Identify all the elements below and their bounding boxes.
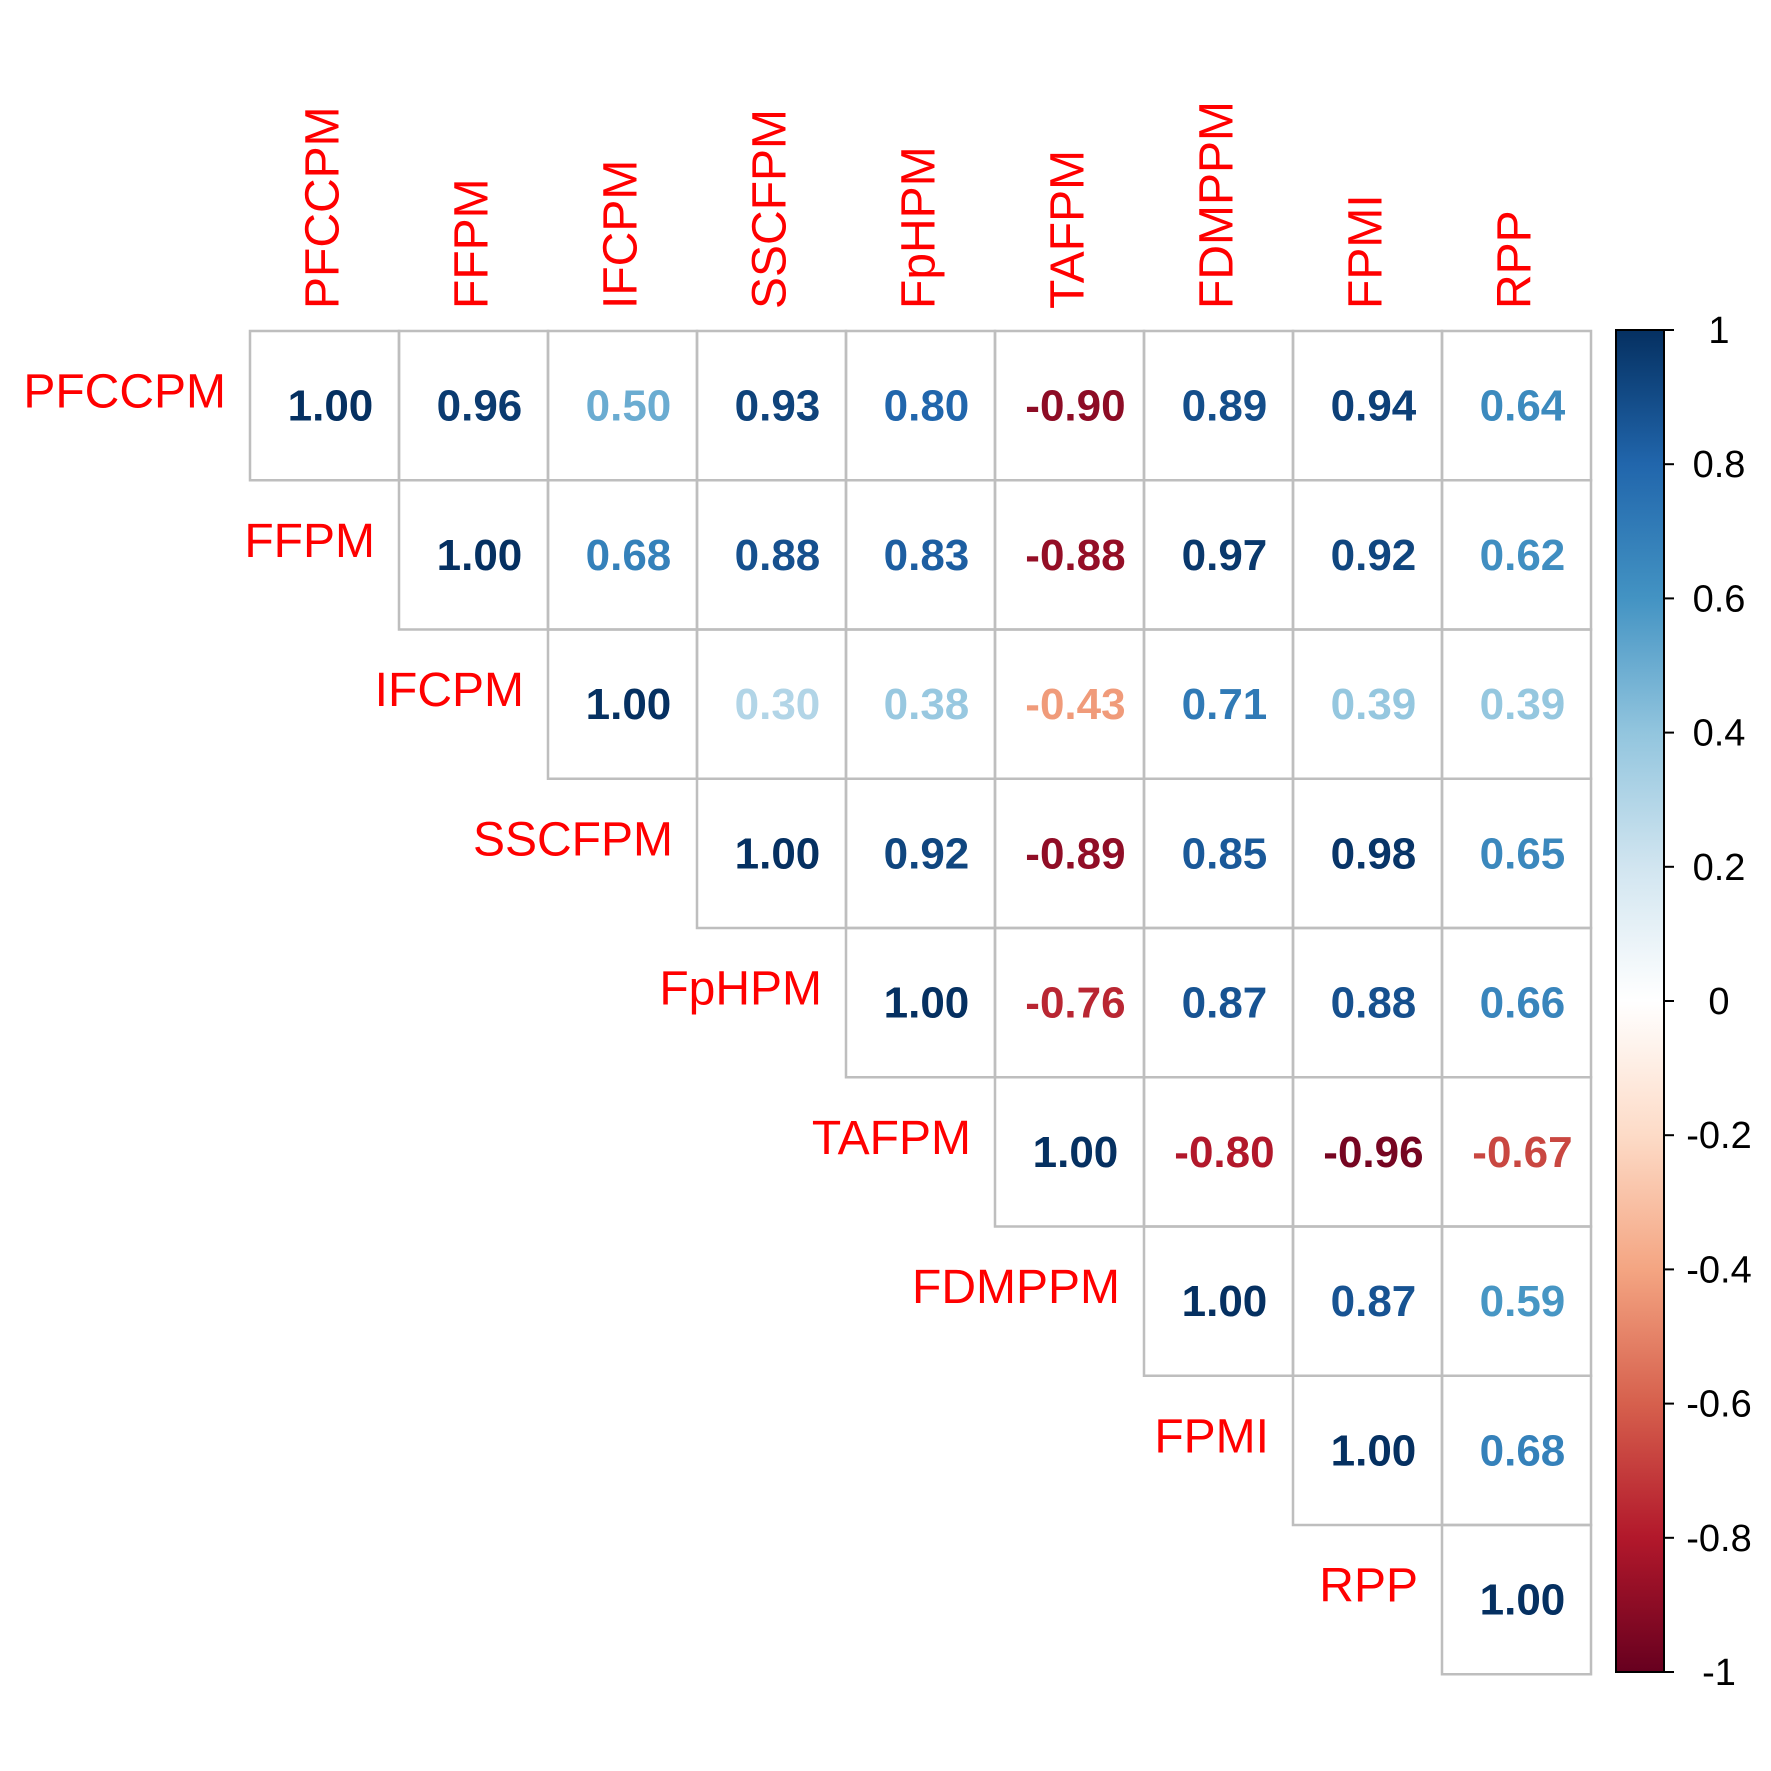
- colorbar-tick-label: 0.8: [1693, 444, 1746, 486]
- cell-value: -0.67: [1472, 1128, 1572, 1177]
- cell-value: 1.00: [1033, 1128, 1119, 1177]
- cell-value: 0.93: [735, 382, 821, 431]
- cell-value: 0.92: [884, 829, 970, 878]
- cell-value: 0.71: [1182, 680, 1268, 729]
- column-label-rpp: RPP: [1489, 210, 1542, 309]
- column-label-sscfpm: SSCFPM: [744, 109, 797, 309]
- cell-value: -0.88: [1025, 531, 1125, 580]
- cell-value: 1.00: [586, 680, 672, 729]
- cell-value: -0.76: [1025, 979, 1125, 1028]
- colorbar-tick-label: -0.2: [1686, 1115, 1751, 1157]
- colorbar-tick-label: 0.6: [1693, 578, 1746, 620]
- cell-value: 0.68: [1480, 1426, 1566, 1475]
- cell-value: -0.80: [1174, 1128, 1274, 1177]
- cell-value: -0.96: [1323, 1128, 1423, 1177]
- cell-value: 1.00: [1331, 1426, 1417, 1475]
- row-label-tafpm: TAFPM: [812, 1112, 971, 1165]
- cell-value: 0.59: [1480, 1277, 1566, 1326]
- colorbar-tick-label: 0.4: [1693, 713, 1746, 755]
- cell-value: 0.50: [586, 382, 672, 431]
- cell-value: 0.98: [1331, 829, 1417, 878]
- column-labels: PFCCPM FFPM IFCPM SSCFPM FpHPM TAFPM FDMPPM FPM…: [297, 101, 1542, 309]
- row-labels: PFCCPM FFPM IFCPM SSCFPM FpHPM TAFPM FDMPPM FPM…: [23, 366, 1418, 1613]
- column-label-tafpm: TAFPM: [1042, 150, 1095, 309]
- cell-value: 0.68: [586, 531, 672, 580]
- cell-value: 0.38: [884, 680, 970, 729]
- cell-value: 0.39: [1480, 680, 1566, 729]
- cell-value: 0.62: [1480, 531, 1566, 580]
- colorbar-tick-label: -0.8: [1686, 1518, 1751, 1560]
- colorbar-tick-label: -0.4: [1686, 1249, 1751, 1291]
- column-label-pfccpm: PFCCPM: [297, 106, 350, 309]
- cell-value: 1.00: [884, 979, 970, 1028]
- row-label-ifcpm: IFCPM: [375, 664, 524, 717]
- colorbar-tick-label: 1: [1708, 310, 1729, 352]
- colorbar-tick-label: 0.2: [1693, 847, 1746, 889]
- cell-border: [1440, 1523, 1593, 1676]
- column-label-fdmppm: FDMPPM: [1191, 101, 1244, 309]
- colorbar-tick-label: -1: [1702, 1652, 1736, 1694]
- row-label-fphpm: FpHPM: [659, 963, 822, 1016]
- cell-value: 0.94: [1331, 382, 1417, 431]
- cell-value: 0.89: [1182, 382, 1268, 431]
- cell-value: 1.00: [437, 531, 523, 580]
- colorbar-tick-label: 0: [1708, 981, 1729, 1023]
- cell-value: 0.66: [1480, 979, 1566, 1028]
- cell-value: 1.00: [1182, 1277, 1268, 1326]
- cell-value: 0.85: [1182, 829, 1268, 878]
- cell-value: 1.00: [1480, 1576, 1566, 1625]
- cell-value: -0.43: [1025, 680, 1125, 729]
- cell-value: 0.65: [1480, 829, 1566, 878]
- cell-value: -0.89: [1025, 829, 1125, 878]
- cell-value: 0.80: [884, 382, 970, 431]
- cell-value: -0.90: [1025, 382, 1125, 431]
- cell-value: 0.96: [437, 382, 523, 431]
- row-label-fdmppm: FDMPPM: [912, 1261, 1120, 1314]
- colorbar-ticks: 1 0.8 0.6 0.4 0.2 0 -0.2 -0.4 -0.6 -0.8 -1: [1664, 310, 1752, 1694]
- cell-value: 0.83: [884, 531, 970, 580]
- cell-value: 0.88: [735, 531, 821, 580]
- column-label-ifcpm: IFCPM: [595, 160, 648, 309]
- cell-value: 0.87: [1182, 979, 1268, 1028]
- colorbar-legend: 1 0.8 0.6 0.4 0.2 0 -0.2 -0.4 -0.6 -0.8 -1: [1615, 310, 1752, 1694]
- cell-value: 0.64: [1480, 382, 1566, 431]
- cell-value: 0.88: [1331, 979, 1417, 1028]
- cell-value: 0.30: [735, 680, 821, 729]
- column-label-fphpm: FpHPM: [893, 146, 946, 309]
- row-label-fpmi: FPMI: [1154, 1410, 1269, 1463]
- row-label-sscfpm: SSCFPM: [473, 813, 673, 866]
- colorbar-gradient: [1615, 329, 1665, 1673]
- correlation-cells: 1.00 0.96 0.50 0.93 0.80 -0.90 0.89 0.94 0.64 1.0…: [248, 329, 1593, 1676]
- cell-value: 0.39: [1331, 680, 1417, 729]
- row-label-rpp: RPP: [1319, 1560, 1418, 1613]
- cell-value: 1.00: [735, 829, 821, 878]
- row-label-pfccpm: PFCCPM: [23, 366, 226, 419]
- row-label-ffpm: FFPM: [244, 515, 375, 568]
- cell-value: 1.00: [288, 382, 374, 431]
- column-label-fpmi: FPMI: [1340, 194, 1393, 309]
- colorbar-tick-label: -0.6: [1686, 1384, 1751, 1426]
- cell-value: 0.97: [1182, 531, 1268, 580]
- cell-value: 0.87: [1331, 1277, 1417, 1326]
- cell-value: 0.92: [1331, 531, 1417, 580]
- column-label-ffpm: FFPM: [446, 178, 499, 309]
